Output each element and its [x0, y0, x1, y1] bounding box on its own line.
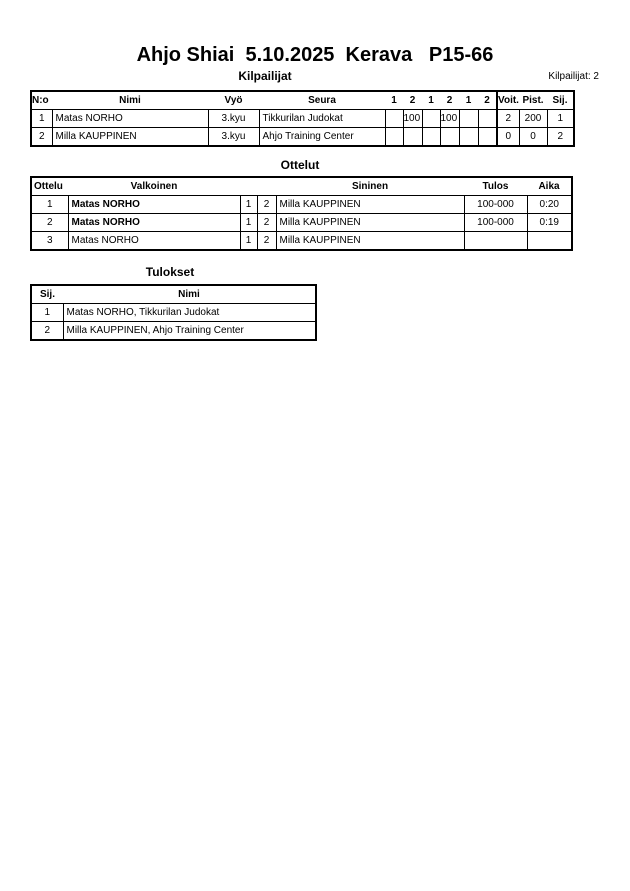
header-s3: 1	[422, 90, 440, 110]
results-table: Sij. Nimi 1 Matas NORHO, Tikkurilan Judok…	[30, 284, 317, 341]
table-row: 1 Matas NORHO 3.kyu Tikkurilan Judokat 1…	[30, 109, 575, 128]
results-heading: Tulokset	[145, 265, 195, 279]
competitors-table: N:o Nimi Vyö Seura 1 2 1 2 1 2 Voit. Pis…	[30, 90, 575, 147]
table-row: 2 Milla KAUPPINEN 3.kyu Ahjo Training Ce…	[30, 127, 575, 147]
cell-score	[384, 127, 404, 147]
cell-time: 0:19	[526, 213, 573, 232]
cell-match-no: 2	[30, 213, 69, 232]
cell-club: Tikkurilan Judokat	[258, 109, 386, 128]
cell-blue-score: 2	[256, 231, 277, 251]
header-points: Pist.	[519, 90, 547, 110]
cell-white-score: 1	[239, 231, 258, 251]
cell-blue-score: 2	[256, 195, 277, 214]
header-club: Seura	[259, 90, 385, 110]
cell-result: 100-000	[463, 195, 528, 214]
competitors-header: N:o Nimi Vyö Seura 1 2 1 2 1 2 Voit. Pis…	[31, 90, 574, 110]
cell-rank: 2	[546, 127, 575, 147]
matches-heading: Ottelut	[280, 158, 320, 172]
header-match: Ottelu	[31, 176, 68, 196]
page-title: Ahjo Shiai 5.10.2025 Kerava P15-66	[136, 44, 494, 66]
header-belt: Vyö	[208, 90, 259, 110]
cell-score	[458, 109, 479, 128]
cell-score	[421, 127, 441, 147]
header-s4: 2	[440, 90, 459, 110]
header-no: N:o	[31, 90, 52, 110]
cell-white: Matas NORHO	[67, 213, 241, 232]
cell-rank: 2	[30, 321, 64, 341]
header-s5: 1	[459, 90, 478, 110]
cell-match-no: 3	[30, 231, 69, 251]
cell-score: 100	[439, 109, 460, 128]
cell-blue: Milla KAUPPINEN	[275, 213, 465, 232]
results-header: Sij. Nimi	[31, 284, 316, 304]
header-rank: Sij.	[31, 284, 63, 304]
cell-score	[439, 127, 460, 147]
cell-score	[477, 127, 498, 147]
header-s1: 1	[385, 90, 403, 110]
cell-points: 200	[518, 109, 548, 128]
cell-time: 0:20	[526, 195, 573, 214]
header-time: Aika	[527, 176, 572, 196]
cell-white-score: 1	[239, 195, 258, 214]
cell-name: Milla KAUPPINEN, Ahjo Training Center	[62, 321, 317, 341]
cell-club: Ahjo Training Center	[258, 127, 386, 147]
header-name: Nimi	[52, 90, 208, 110]
match-row: 3 Matas NORHO 1 2 Milla KAUPPINEN	[30, 231, 573, 251]
matches-header: Ottelu Valkoinen Sininen Tulos Aika	[31, 176, 572, 196]
cell-result	[463, 231, 528, 251]
cell-belt: 3.kyu	[207, 109, 260, 128]
header-white: Valkoinen	[68, 176, 240, 196]
cell-belt: 3.kyu	[207, 127, 260, 147]
cell-score	[384, 109, 404, 128]
cell-score	[477, 109, 498, 128]
cell-score	[458, 127, 479, 147]
cell-name: Matas NORHO	[51, 109, 209, 128]
cell-wins: 2	[496, 109, 520, 128]
cell-white: Matas NORHO	[67, 195, 241, 214]
header-s2: 2	[403, 90, 422, 110]
cell-time	[526, 231, 573, 251]
header-name: Nimi	[63, 284, 316, 304]
cell-white: Matas NORHO	[67, 231, 241, 251]
cell-match-no: 1	[30, 195, 69, 214]
cell-result: 100-000	[463, 213, 528, 232]
cell-points: 0	[518, 127, 548, 147]
cell-wins: 0	[496, 127, 520, 147]
matches-table: Ottelu Valkoinen Sininen Tulos Aika 1 Mat…	[30, 176, 573, 251]
header-wins: Voit.	[496, 90, 519, 110]
competitor-count: Kilpailijat: 2	[548, 71, 599, 82]
cell-score: 100	[402, 109, 423, 128]
cell-score	[421, 109, 441, 128]
cell-no: 2	[30, 127, 53, 147]
header-result: Tulos	[464, 176, 527, 196]
cell-name: Milla KAUPPINEN	[51, 127, 209, 147]
cell-rank: 1	[546, 109, 575, 128]
cell-rank: 1	[30, 303, 64, 322]
match-row: 1 Matas NORHO 1 2 Milla KAUPPINEN 100-000 0:20	[30, 195, 573, 214]
cell-blue: Milla KAUPPINEN	[275, 195, 465, 214]
cell-blue: Milla KAUPPINEN	[275, 231, 465, 251]
cell-blue-score: 2	[256, 213, 277, 232]
competitors-heading: Kilpailijat	[238, 69, 292, 83]
result-row: 1 Matas NORHO, Tikkurilan Judokat	[30, 303, 317, 322]
match-row: 2 Matas NORHO 1 2 Milla KAUPPINEN 100-000 0:19	[30, 213, 573, 232]
header-blue: Sininen	[276, 176, 464, 196]
cell-name: Matas NORHO, Tikkurilan Judokat	[62, 303, 317, 322]
header-rank: Sij.	[547, 90, 574, 110]
cell-no: 1	[30, 109, 53, 128]
result-row: 2 Milla KAUPPINEN, Ahjo Training Center	[30, 321, 317, 341]
cell-white-score: 1	[239, 213, 258, 232]
cell-score	[402, 127, 423, 147]
header-s6: 2	[478, 90, 497, 110]
